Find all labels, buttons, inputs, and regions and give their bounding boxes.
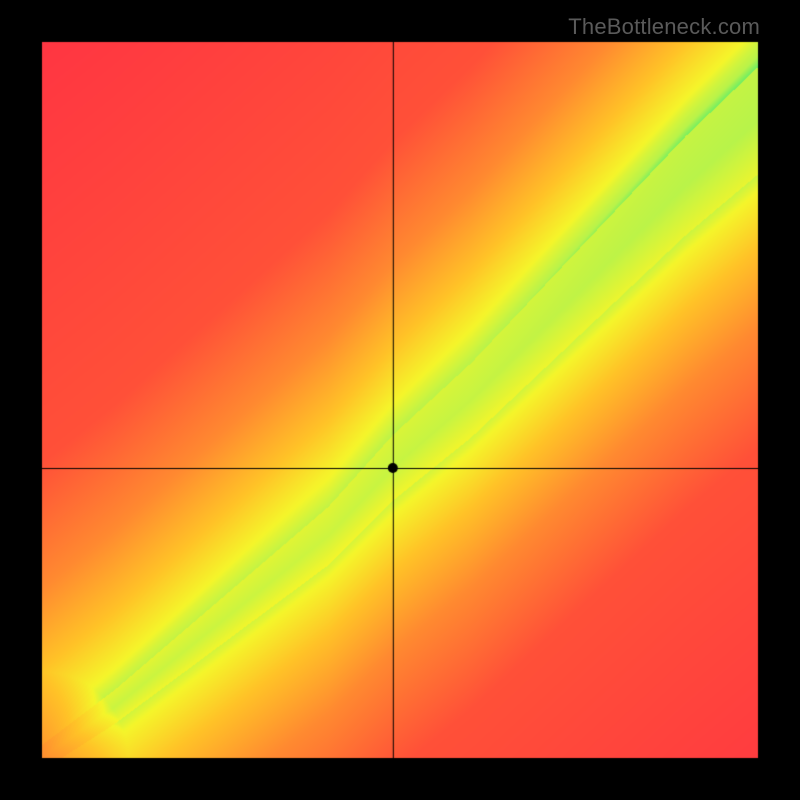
watermark-text: TheBottleneck.com: [568, 14, 760, 40]
heatmap-chart: [0, 0, 800, 800]
chart-container: TheBottleneck.com: [0, 0, 800, 800]
